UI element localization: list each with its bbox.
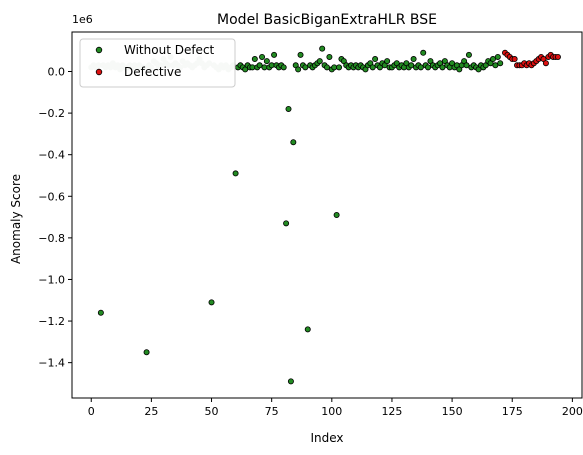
legend-box xyxy=(79,38,236,88)
data-point xyxy=(369,64,376,71)
data-point xyxy=(489,56,496,63)
data-point xyxy=(439,64,446,71)
legend-label-without-defect: Without Defect xyxy=(124,43,215,57)
data-point xyxy=(408,62,415,69)
data-point xyxy=(323,64,330,71)
legend-label-defective: Defective xyxy=(124,65,181,79)
x-axis-ticks: 0 25 50 75 100 125 150 175 200 xyxy=(88,398,583,418)
data-point xyxy=(463,62,470,69)
data-point xyxy=(256,62,263,69)
y-tick-label: −0.2 xyxy=(38,107,65,120)
data-point xyxy=(97,309,104,316)
x-tick-label: 200 xyxy=(562,405,583,418)
chart-title: Model BasicBiganExtraHLR BSE xyxy=(217,12,437,28)
y-tick-label: −0.4 xyxy=(38,149,65,162)
data-point xyxy=(384,58,391,65)
data-point xyxy=(232,170,239,177)
data-point xyxy=(271,51,278,58)
data-point xyxy=(425,64,432,71)
data-point xyxy=(494,53,501,60)
plot-frame xyxy=(71,31,583,399)
y-tick-label: −0.8 xyxy=(38,232,65,245)
data-point xyxy=(333,211,340,218)
data-point xyxy=(263,58,270,65)
y-tick-label: −1.2 xyxy=(38,315,65,328)
y-tick-label: 0.0 xyxy=(48,66,66,79)
data-points xyxy=(88,45,561,385)
data-point xyxy=(297,51,304,58)
data-point xyxy=(285,105,292,112)
data-point xyxy=(542,60,549,67)
data-point xyxy=(259,53,266,60)
data-point xyxy=(302,64,309,71)
data-point xyxy=(287,378,294,385)
data-point xyxy=(280,64,287,71)
data-point xyxy=(410,56,417,63)
x-tick-label: 50 xyxy=(205,405,219,418)
data-point xyxy=(251,56,258,63)
data-point xyxy=(417,64,424,71)
x-tick-label: 0 xyxy=(88,405,95,418)
data-point xyxy=(208,299,215,306)
data-point xyxy=(492,62,499,69)
x-tick-label: 100 xyxy=(321,405,342,418)
data-point xyxy=(336,64,343,71)
legend-marker-defective xyxy=(95,68,103,76)
data-point xyxy=(290,139,297,146)
y-tick-label: −1.4 xyxy=(38,357,65,370)
x-tick-label: 25 xyxy=(144,405,158,418)
data-point xyxy=(304,326,311,333)
x-axis-label: Index xyxy=(310,431,343,445)
y-axis-label: Anomaly Score xyxy=(9,174,23,264)
data-point xyxy=(326,53,333,60)
data-point xyxy=(319,45,326,52)
data-point xyxy=(372,56,379,63)
data-point xyxy=(420,49,427,56)
data-point xyxy=(511,56,518,63)
y-axis-ticks: −1.4 −1.2 −1.0 −0.8 −0.6 −0.4 −0.2 0.0 xyxy=(38,66,72,370)
x-tick-label: 150 xyxy=(442,405,463,418)
x-tick-label: 75 xyxy=(265,405,279,418)
data-point xyxy=(465,51,472,58)
data-point xyxy=(316,58,323,65)
data-point xyxy=(295,66,302,73)
y-tick-label: −1.0 xyxy=(38,273,65,286)
x-tick-label: 125 xyxy=(381,405,402,418)
x-tick-label: 175 xyxy=(502,405,523,418)
legend: Without Defect Defective xyxy=(79,38,236,88)
y-scale-label: 1e6 xyxy=(72,13,93,26)
data-point xyxy=(283,220,290,227)
data-point xyxy=(143,349,150,356)
y-tick-label: −0.6 xyxy=(38,190,65,203)
data-point xyxy=(554,53,561,60)
legend-marker-without-defect xyxy=(95,46,103,54)
data-point xyxy=(497,60,504,67)
